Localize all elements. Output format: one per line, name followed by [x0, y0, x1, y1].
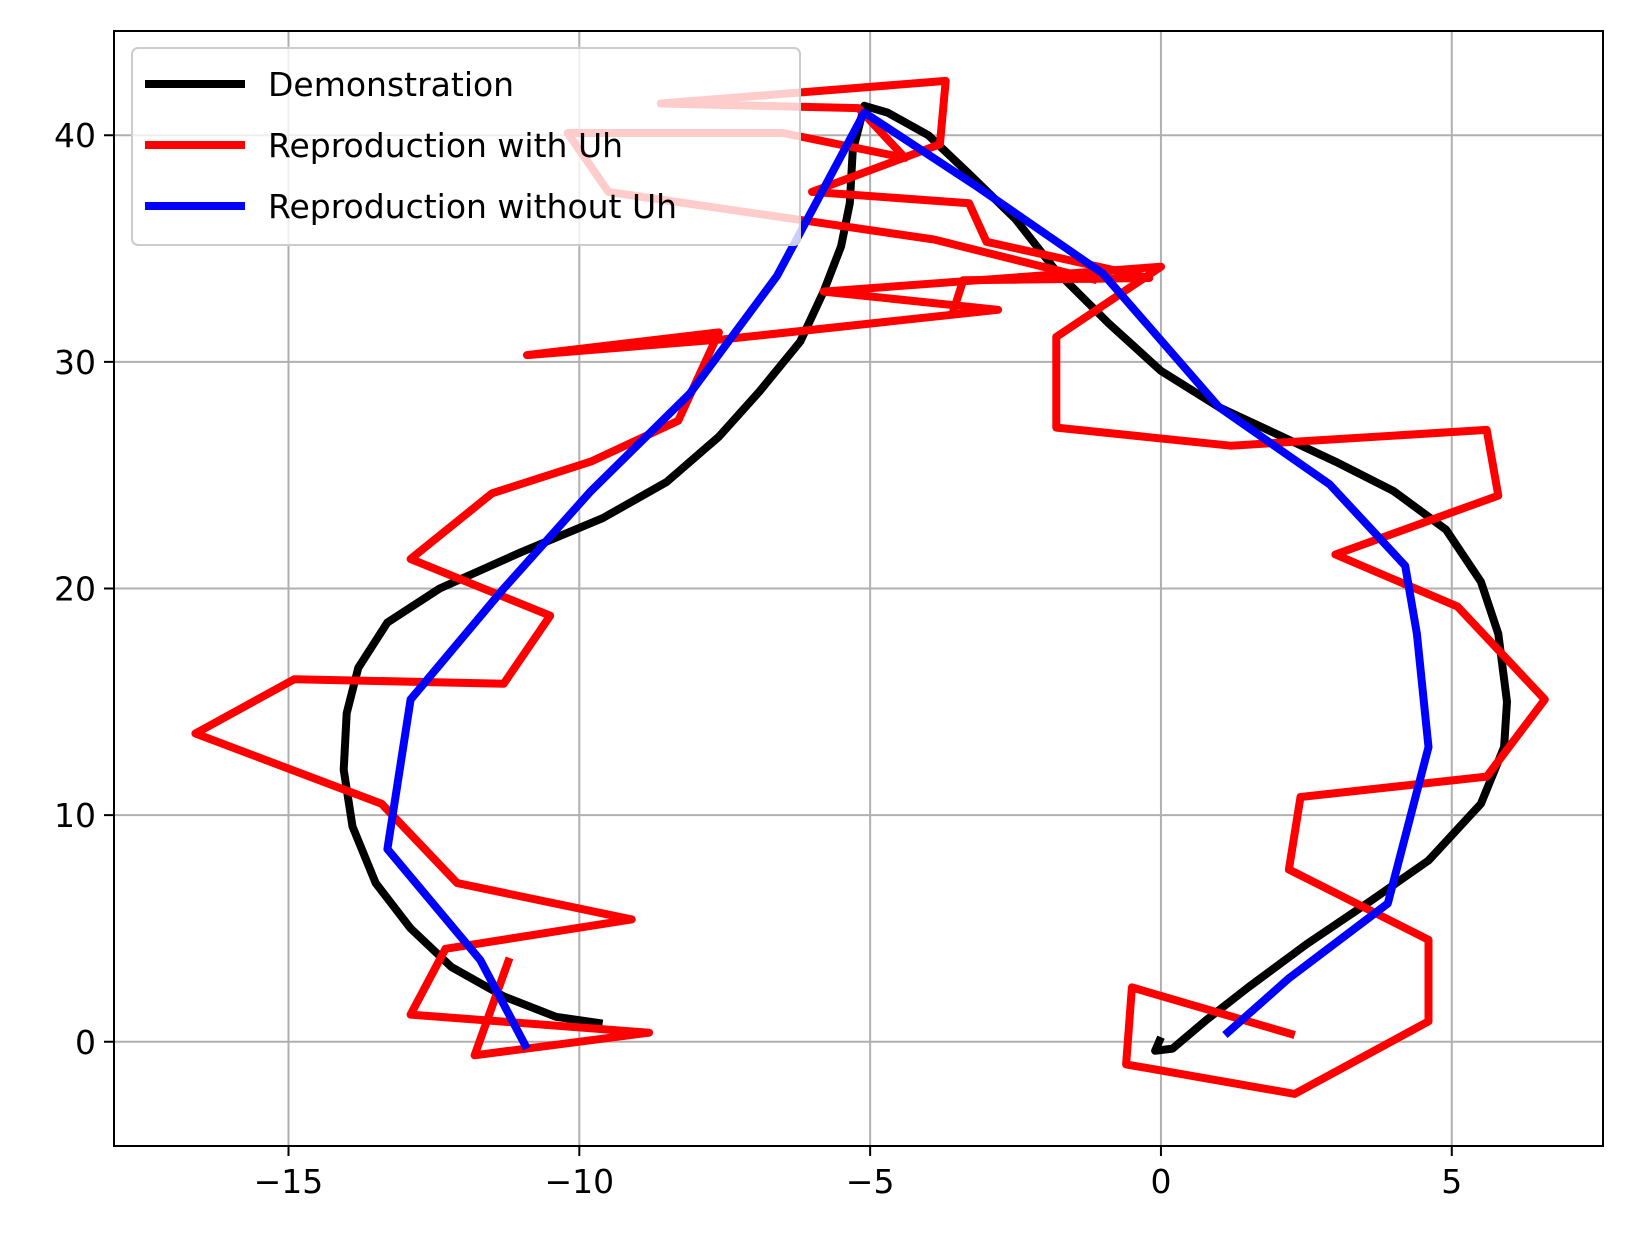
legend-label-reproduction-without-uh: Reproduction without Uh	[268, 187, 677, 226]
y-tick-label: 0	[75, 1023, 96, 1062]
series-layer	[191, 76, 1549, 1098]
legend-box	[131, 47, 801, 246]
x-tick-label: −5	[846, 1162, 895, 1201]
x-tick-label: 5	[1441, 1162, 1462, 1201]
legend-label-demonstration: Demonstration	[268, 65, 514, 104]
x-tick-label: 0	[1150, 1162, 1171, 1201]
x-tick-label: −10	[544, 1162, 614, 1201]
series-line-reproduction-with-uh	[191, 262, 1549, 1098]
legend-label-reproduction-with-uh: Reproduction with Uh	[268, 126, 623, 165]
series-line-demonstration	[339, 101, 1511, 1055]
x-tick-label: −15	[254, 1162, 324, 1201]
y-tick-label: 40	[54, 116, 96, 155]
x-axis: −15 −10 −5 0 5	[254, 1146, 1462, 1201]
legend: Demonstration Reproduction with Uh Repro…	[131, 47, 801, 246]
y-axis: 0 10 20 30 40	[54, 116, 114, 1062]
y-tick-label: 30	[54, 343, 96, 382]
series-line-reproduction-without-uh	[383, 108, 1433, 1051]
y-tick-label: 20	[54, 570, 96, 609]
y-tick-label: 10	[54, 796, 96, 835]
